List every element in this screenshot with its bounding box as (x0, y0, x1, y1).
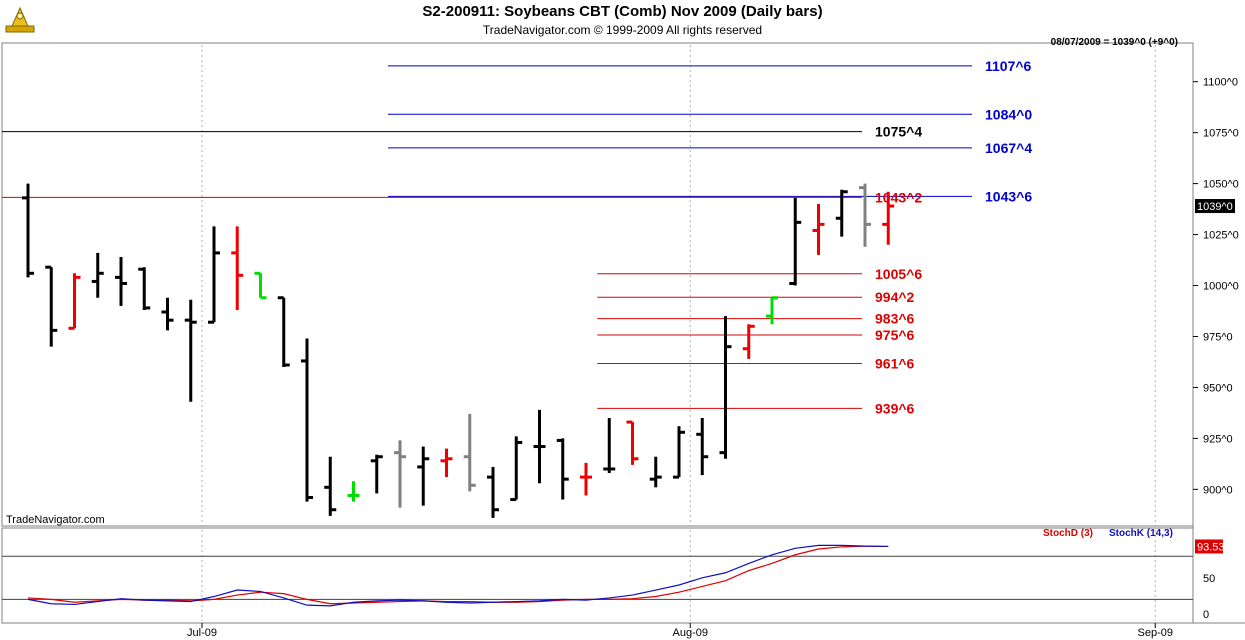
stochastic-panel: 0 50 93.53 (2, 539, 1225, 621)
chart-title: S2-200911: Soybeans CBT (Comb) Nov 2009 … (422, 3, 823, 20)
y-tick-label: 950^0 (1203, 382, 1233, 394)
level-label: 983^6 (875, 311, 915, 327)
ohlc-bar (138, 267, 151, 310)
x-tick-label: Aug-09 (673, 627, 708, 639)
osc-tick-label: 50 (1203, 573, 1215, 585)
ohlc-bar (22, 183, 34, 278)
ohlc-bar (417, 446, 430, 506)
level-label: 994^2 (875, 289, 915, 305)
y-tick-label: 925^0 (1203, 433, 1233, 445)
last-price-info: 08/07/2009 = 1039^0 (+9^0) (1050, 37, 1178, 48)
ohlc-bar (835, 189, 848, 237)
ohlc-bar (115, 256, 127, 306)
ohlc-bar (649, 456, 662, 488)
ohlc-bar (184, 299, 197, 402)
level-label: 1084^0 (985, 106, 1032, 122)
level-label: 1067^4 (985, 140, 1032, 156)
ohlc-bar (440, 448, 453, 478)
ohlc-bar (510, 436, 523, 502)
ohlc-bar (324, 456, 337, 516)
ohlc-bar (231, 226, 244, 310)
watermark-text: TradeNavigator.com (6, 514, 105, 526)
tradenavigator-logo-icon (4, 4, 36, 34)
level-label: 1107^6 (985, 58, 1032, 74)
x-tick-label: Sep-09 (1138, 627, 1173, 639)
y-tick-label: 1075^0 (1203, 128, 1239, 140)
ohlc-bar (394, 440, 406, 508)
osc-tick-label: 0 (1203, 609, 1209, 621)
last-price-box (1195, 199, 1235, 214)
ohlc-bar (673, 426, 685, 479)
y-tick-label: 1025^0 (1203, 230, 1239, 242)
ohlc-bar (370, 454, 383, 494)
ohlc-bar (719, 316, 732, 459)
ohlc-bar (91, 252, 104, 298)
ohlc-bar (45, 265, 58, 347)
ohlc-bar (859, 183, 871, 247)
ohlc-bar (742, 324, 755, 359)
osc-last-label: 93.53 (1197, 541, 1225, 553)
ohlc-bar (766, 296, 778, 325)
level-label: 1043^2 (875, 189, 922, 205)
level-label: 1075^4 (875, 124, 922, 140)
level-label: 975^6 (875, 327, 915, 343)
ohlc-bar (696, 418, 709, 476)
osc-last-box (1195, 539, 1223, 554)
level-label: 961^6 (875, 355, 915, 371)
main-panel-frame (1, 42, 1194, 527)
ohlc-bar (161, 297, 174, 331)
ohlc-bar (254, 271, 267, 300)
osc-panel-frame (1, 527, 1194, 624)
price-levels: 1107^6 1084^0 1075^4 1067^4 1043^6 1043^2 1005… (2, 58, 1032, 416)
ohlc-bar (556, 438, 569, 500)
level-label: 1043^6 (985, 188, 1032, 204)
price-axis: 900^0 925^0 950^0 975^0 1000^0 1025^0 1050^0 10… (1193, 77, 1239, 496)
stochd-legend: StochD (3) (1043, 528, 1093, 539)
ohlc-bar (812, 203, 825, 255)
last-price-label: 1039^0 (1197, 201, 1233, 213)
stochk-line (27, 544, 889, 607)
y-tick-label: 1000^0 (1203, 281, 1239, 293)
y-tick-label: 900^0 (1203, 484, 1233, 496)
ohlc-bar (626, 420, 639, 465)
ohlc-bar (208, 226, 220, 324)
vertical-gridlines (201, 45, 1156, 621)
level-label: 1005^6 (875, 266, 922, 282)
y-tick-label: 1050^0 (1203, 179, 1239, 191)
ohlc-bar (580, 462, 592, 496)
level-label: 939^6 (875, 400, 915, 416)
ohlc-bar (603, 418, 616, 474)
ohlc-bar (463, 413, 476, 492)
ohlc-bar (68, 273, 81, 330)
x-tick-label: Jul-09 (187, 627, 217, 639)
copyright-text: TradeNavigator.com © 1999-2009 All right… (482, 23, 763, 37)
ohlc-bar (301, 338, 313, 502)
ohlc-bar (487, 466, 499, 518)
ohlc-bar (789, 197, 802, 286)
ohlc-bar (533, 409, 546, 484)
ohlc-bar (882, 191, 895, 245)
ohlc-bar (347, 481, 360, 502)
stochd-line (27, 545, 889, 605)
stochk-legend: StochK (14,3) (1109, 528, 1173, 539)
date-axis: Jul-09 Aug-09 Sep-09 (187, 623, 1173, 639)
price-bars (22, 183, 895, 518)
y-tick-label: 975^0 (1203, 331, 1233, 343)
ohlc-bar (277, 296, 290, 368)
y-tick-label: 1100^0 (1203, 77, 1238, 89)
